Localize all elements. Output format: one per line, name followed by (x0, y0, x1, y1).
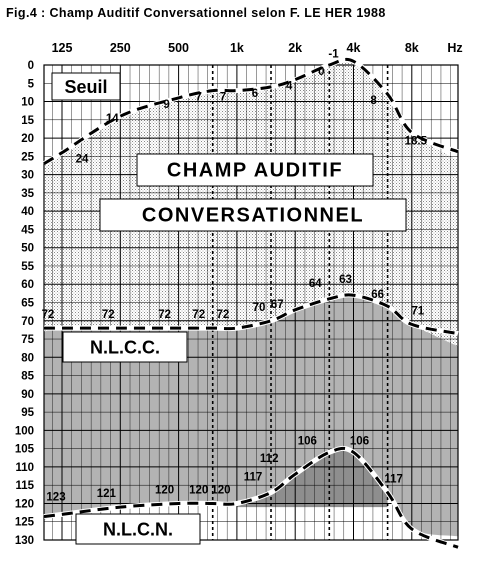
y-tick-label: 25 (21, 151, 34, 163)
x-tick-label: 250 (110, 41, 131, 55)
seuil-point-label: 7 (196, 92, 202, 104)
nlcc-point-label: 71 (411, 305, 424, 317)
plot-frame (43, 64, 459, 541)
seuil-point-label: 0 (318, 66, 324, 78)
x-tick-labels: 125 250 500 1k 2k 4k 8k Hz (52, 41, 463, 55)
curve-lines (42, 56, 459, 550)
seuil-point-label: 9 (163, 99, 169, 111)
nlcc-point-label: 70 (253, 302, 266, 314)
y-tick-label: 120 (15, 498, 34, 510)
nlcn-label-box (75, 513, 201, 545)
nlcc-point-label: 72 (158, 309, 171, 321)
nlcc-point-label: 72 (102, 309, 115, 321)
seuil-point-label: -1 (328, 48, 339, 60)
nlcn-label: N.L.C.N. (103, 520, 173, 540)
y-tick-label: 70 (21, 316, 34, 328)
nlcc-point-label: 66 (371, 289, 384, 301)
y-tick-label: 85 (21, 371, 34, 383)
seuil-point-label: 4 (286, 81, 293, 93)
y-tick-label: 10 (21, 97, 34, 109)
x-tick-label: 4k (347, 41, 361, 55)
nlcn-point-label: 112 (260, 453, 279, 465)
nlcc-label-box (62, 331, 188, 363)
seuil-label-box (51, 72, 121, 101)
y-tick-label: 20 (21, 133, 34, 145)
y-tick-label: 80 (21, 352, 34, 364)
y-tick-label: 115 (15, 480, 34, 492)
y-tick-label: 35 (21, 188, 34, 200)
seuil-point-label: 6 (252, 88, 258, 100)
nlcc-point-label: 72 (192, 309, 205, 321)
nlcc-label: N.L.C.C. (90, 338, 160, 358)
seuil-point-label: 8 (370, 95, 377, 107)
y-tick-label: 30 (21, 170, 34, 182)
y-tick-labels: 0 5 10 15 20 25 30 35 40 45 50 55 60 65 70 75 80 85 90 95 10… (15, 60, 35, 547)
x-tick-label: 125 (52, 41, 73, 55)
seuil-point-label: 24 (76, 154, 89, 166)
nlcn-point-label: 120 (155, 484, 174, 496)
region-label-boxes: Seuil N.L.C.C. N.L.C.N. CHAMP AUDITIF CONVER… (51, 72, 407, 545)
grid-lines (43, 64, 459, 541)
y-tick-label: 130 (15, 535, 34, 547)
region-label-2: CONVERSATIONNEL (142, 205, 364, 227)
seuil-curve (43, 57, 459, 165)
x-tick-label: 2k (288, 41, 302, 55)
x-tick-label: 500 (168, 41, 189, 55)
chart-title: Fig.4 : Champ Auditif Conversationnel se… (6, 6, 386, 20)
y-tick-label: 5 (28, 78, 35, 90)
y-tick-label: 95 (21, 407, 34, 419)
y-tick-label: 40 (21, 206, 34, 218)
seuil-point-label: 7 (220, 92, 226, 104)
hearing-area-fills (44, 59, 458, 541)
x-tick-label: 1k (230, 41, 244, 55)
y-tick-label: 15 (21, 115, 34, 127)
nlcn-point-label: 106 (298, 435, 317, 447)
nlcc-point-label: 72 (42, 309, 55, 321)
y-tick-label: 100 (15, 425, 34, 437)
nlcc-point-label: 63 (339, 274, 352, 286)
region-label-1-box (136, 153, 374, 187)
nlcn-point-label: 120 (211, 484, 230, 496)
seuil-label: Seuil (64, 77, 107, 97)
y-tick-label: 55 (21, 261, 34, 273)
seuil-point-label: 18.5 (405, 136, 428, 148)
y-tick-label: 50 (21, 243, 34, 255)
y-tick-label: 125 (15, 517, 35, 529)
nlcc-point-label: 64 (309, 278, 322, 290)
x-tick-label: 8k (405, 41, 419, 55)
region-label-2-box (99, 198, 407, 232)
seuil-point-label: 14 (106, 113, 119, 125)
nlcn-point-label: 123 (46, 491, 65, 503)
nlcn-point-label: 120 (189, 484, 208, 496)
y-tick-label: 0 (28, 60, 34, 72)
nlcn-point-label: 121 (97, 488, 117, 500)
region-label-1: CHAMP AUDITIF (167, 160, 343, 182)
nlcn-point-label: 117 (244, 472, 263, 484)
y-tick-label: 75 (21, 334, 34, 346)
y-tick-label: 90 (21, 389, 34, 401)
nlcc-point-label: 67 (271, 299, 284, 311)
nlcn-curve (43, 446, 459, 549)
y-tick-label: 60 (21, 279, 34, 291)
y-tick-label: 105 (15, 444, 35, 456)
y-tick-label: 110 (15, 462, 34, 474)
y-tick-label: 45 (21, 224, 34, 236)
x-unit-label: Hz (447, 41, 462, 55)
y-tick-label: 65 (21, 298, 34, 310)
nlcn-point-label: 106 (350, 435, 369, 447)
nlcc-point-label: 72 (217, 309, 230, 321)
nlcc-curve (44, 293, 459, 336)
nlcn-point-label: 117 (384, 474, 403, 486)
